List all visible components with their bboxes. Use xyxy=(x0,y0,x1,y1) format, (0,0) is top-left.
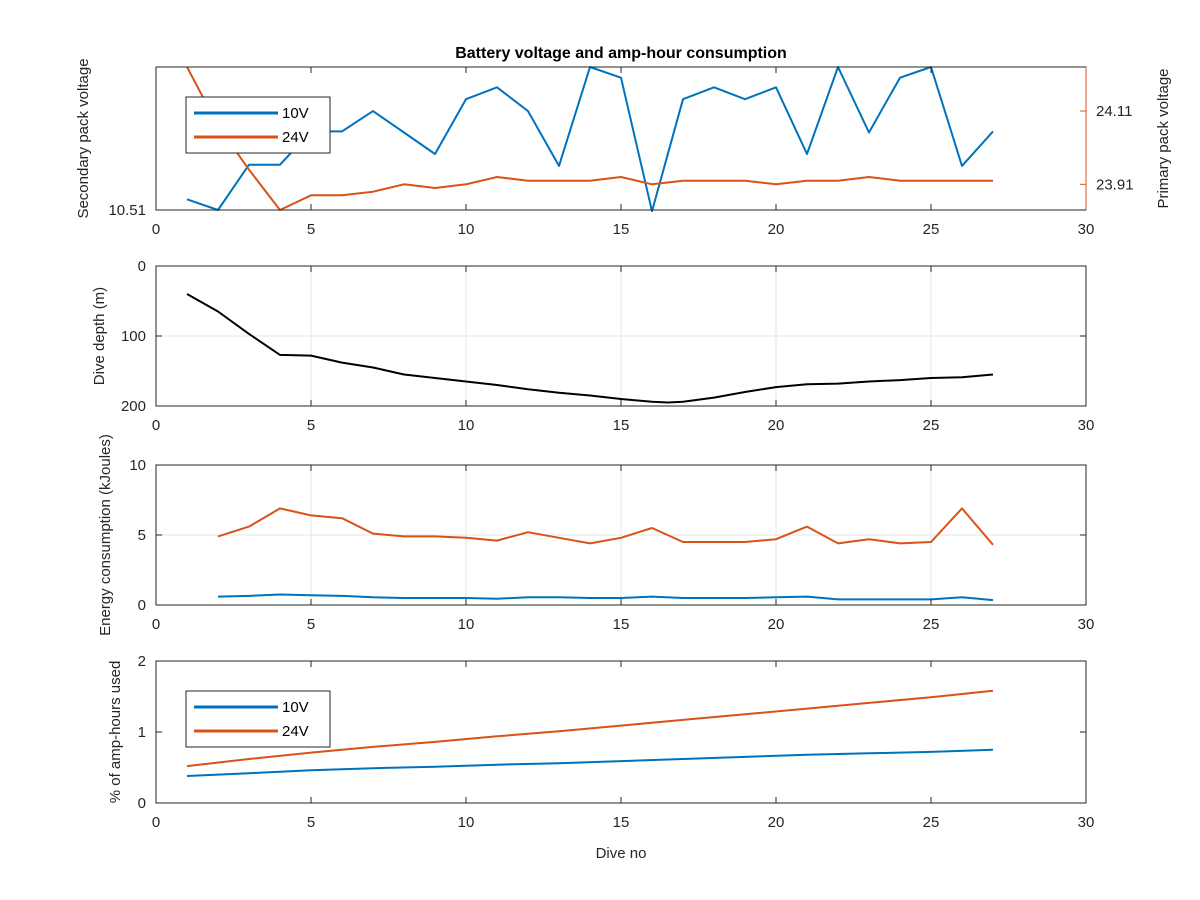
series-line-10V xyxy=(186,748,994,777)
chart-title: Battery voltage and amp-hour consumption xyxy=(455,45,787,62)
x-tick-label: 15 xyxy=(613,221,630,238)
x-tick-label: 25 xyxy=(923,616,940,633)
legend-box xyxy=(185,690,331,748)
series-line-depth xyxy=(186,293,994,404)
x-tick-label: 30 xyxy=(1078,417,1095,434)
x-tick-label: 20 xyxy=(768,814,785,831)
legend-label-24V: 24V xyxy=(282,723,309,740)
x-tick-label: 5 xyxy=(307,814,315,831)
y-tick-label: 1 xyxy=(138,724,146,741)
x-tick-label: 10 xyxy=(458,616,475,633)
x-tick-label: 0 xyxy=(152,417,160,434)
subplot-1: 0 5 10 15 20 25 30 10.51 23.91 24.11 Primary pack … xyxy=(75,58,1172,238)
x-tick-label: 15 xyxy=(613,814,630,831)
legend-label-10V: 10V xyxy=(282,105,309,122)
subplot-4: 0 5 10 15 20 25 30 0 1 2 % of amp-hours used Dive n… xyxy=(107,653,1094,862)
legend-label-24V: 24V xyxy=(282,129,309,146)
y-tick-label: 10.51 xyxy=(108,202,146,219)
subplot-3: 0 5 10 15 20 25 30 0 5 10 Energy consumption (kJou… xyxy=(97,434,1094,636)
y-tick-label: 200 xyxy=(121,398,146,415)
y-tick-label: 0 xyxy=(138,597,146,614)
x-tick-label: 0 xyxy=(152,814,160,831)
x-tick-label: 0 xyxy=(152,616,160,633)
y-axis-label: Dive depth (m) xyxy=(91,287,108,385)
x-tick-label: 10 xyxy=(458,417,475,434)
y-tick-label: 0 xyxy=(138,258,146,275)
legend-box xyxy=(185,96,331,154)
series-line-24V xyxy=(217,507,994,546)
subplot-2: 0 5 10 15 20 25 30 0 100 200 Dive depth (m) xyxy=(91,258,1094,434)
x-tick-label: 25 xyxy=(923,417,940,434)
x-tick-label: 20 xyxy=(768,417,785,434)
x-tick-label: 5 xyxy=(307,417,315,434)
x-tick-label: 30 xyxy=(1078,221,1095,238)
y-axis-label: Secondary pack voltage xyxy=(75,58,92,218)
y-tick-label: 5 xyxy=(138,527,146,544)
x-tick-label: 25 xyxy=(923,814,940,831)
y-tick-label: 2 xyxy=(138,653,146,670)
x-tick-label: 5 xyxy=(307,221,315,238)
x-tick-label: 15 xyxy=(613,616,630,633)
x-tick-label: 20 xyxy=(768,616,785,633)
y-axis-label: Energy consumption (kJoules) xyxy=(97,434,114,636)
x-tick-label: 10 xyxy=(458,814,475,831)
y-tick-label: 100 xyxy=(121,328,146,345)
y-axis-label: % of amp-hours used xyxy=(107,661,124,804)
x-tick-label: 0 xyxy=(152,221,160,238)
series-line-10V xyxy=(217,593,994,602)
x-tick-label: 20 xyxy=(768,221,785,238)
y-tick-label-right: 23.91 xyxy=(1096,176,1134,193)
y-tick-label: 10 xyxy=(129,457,146,474)
x-tick-label: 10 xyxy=(458,221,475,238)
x-tick-label: 30 xyxy=(1078,814,1095,831)
x-axis-label: Dive no xyxy=(596,845,647,862)
y-axis-label-right: Primary pack voltage xyxy=(1155,68,1172,208)
x-tick-label: 25 xyxy=(923,221,940,238)
y-tick-label-right: 24.11 xyxy=(1096,103,1132,120)
x-tick-label: 15 xyxy=(613,417,630,434)
y-tick-label: 0 xyxy=(138,795,146,812)
series-line-24V xyxy=(186,689,994,768)
x-tick-label: 30 xyxy=(1078,616,1095,633)
legend-label-10V: 10V xyxy=(282,699,309,716)
series-line-24V xyxy=(186,66,993,211)
x-tick-label: 5 xyxy=(307,616,315,633)
